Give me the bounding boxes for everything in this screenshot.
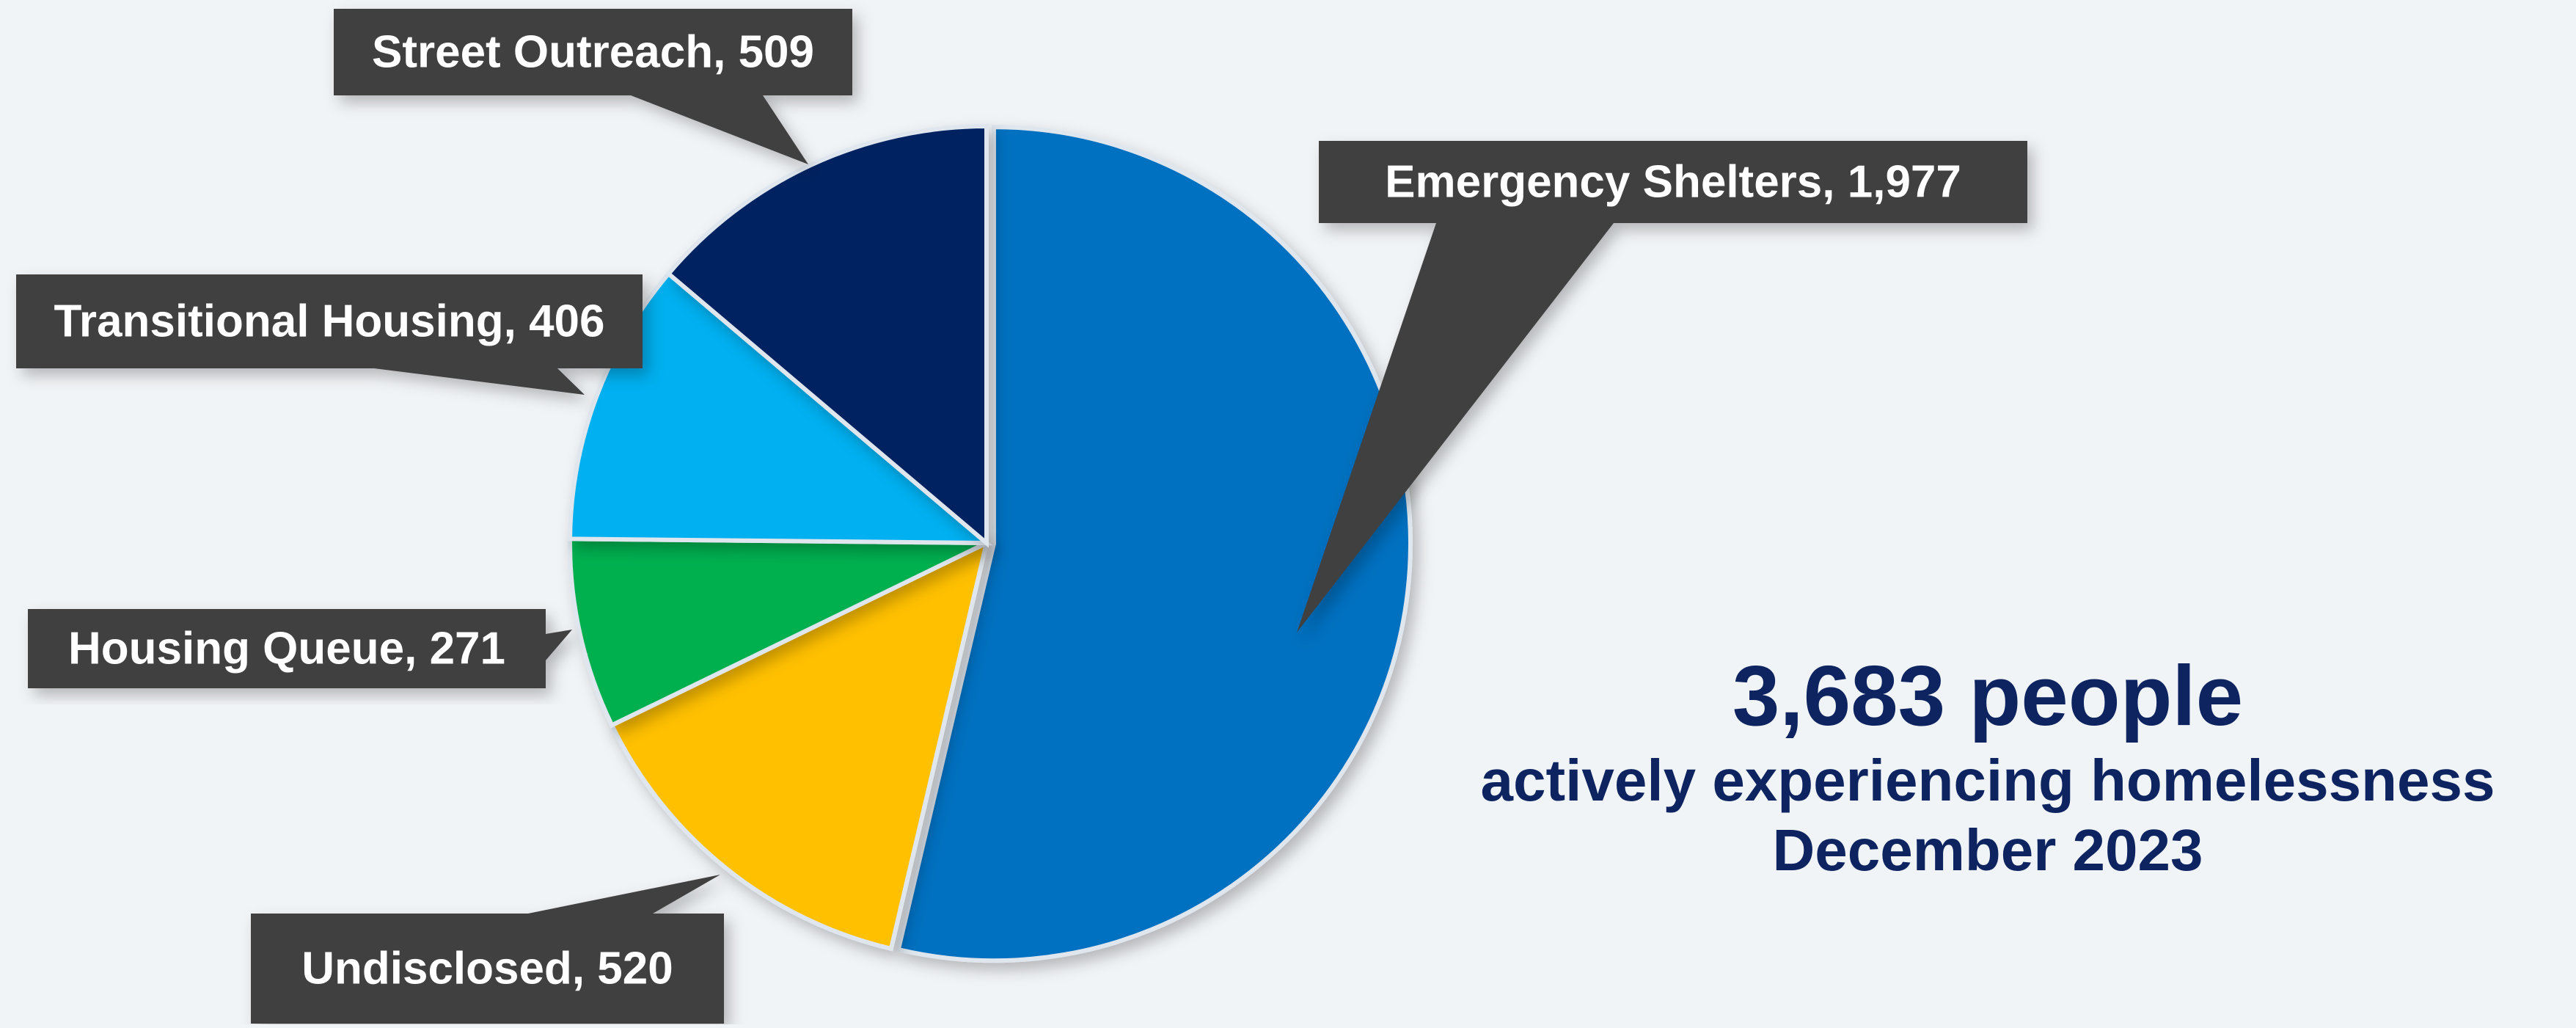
callout-box (16, 274, 643, 368)
callout-label-street-outreach: Street Outreach, 509 (372, 27, 814, 78)
callout-pointer (1297, 223, 1614, 633)
callout-label-housing-queue: Housing Queue, 271 (68, 624, 505, 674)
callout-pointer (631, 95, 808, 164)
pie-slice-undisclosed (609, 539, 990, 952)
pie-callouts: Emergency Shelters, 1,977 Undisclosed, 52… (16, 9, 2027, 1024)
callout-box (28, 609, 546, 688)
callout-box (251, 914, 724, 1024)
callout-emergency-shelters: Emergency Shelters, 1,977 (1297, 141, 2027, 633)
callout-box (334, 9, 852, 95)
pie-slice-street-outreach (665, 123, 989, 548)
callout-pointer (528, 875, 720, 914)
callout-housing-queue: Housing Queue, 271 (28, 609, 572, 688)
callout-pointer (546, 630, 572, 660)
callout-street-outreach: Street Outreach, 509 (334, 9, 852, 164)
summary-subtitle: actively experiencing homelessness (1480, 748, 2495, 813)
callout-label-undisclosed: Undisclosed, 520 (301, 944, 673, 994)
summary-block: 3,683 people actively experiencing homel… (1416, 646, 2560, 885)
callout-label-transitional-housing: Transitional Housing, 406 (54, 296, 604, 347)
summary-date: December 2023 (1772, 817, 2203, 883)
callout-pointer (374, 368, 585, 395)
summary-total: 3,683 people (1732, 648, 2244, 743)
pie-slice-housing-queue (568, 536, 988, 729)
callout-label-emergency-shelters: Emergency Shelters, 1,977 (1385, 157, 1961, 208)
pie-slices (567, 123, 1413, 963)
pie-slice-transitional-housing (567, 270, 993, 546)
callout-undisclosed: Undisclosed, 520 (251, 875, 724, 1024)
callout-box (1319, 141, 2027, 223)
pie-slice-emergency-shelters (896, 125, 1413, 963)
callout-transitional-housing: Transitional Housing, 406 (16, 274, 643, 395)
